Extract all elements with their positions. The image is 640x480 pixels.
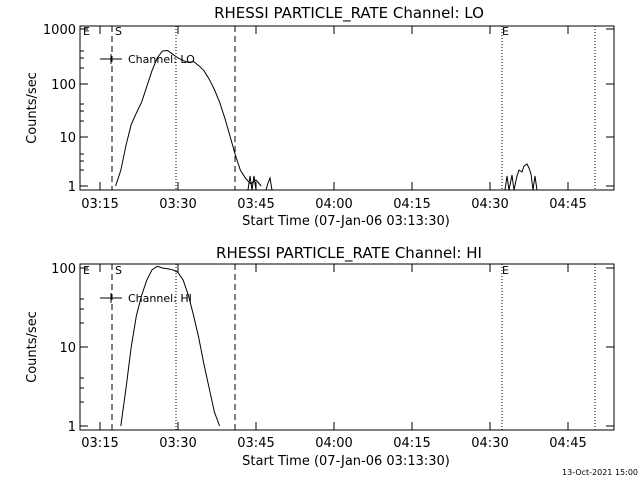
chart-hi-legend-label: Channel: HI	[128, 292, 192, 305]
chart-hi-xtick-label: 03:30	[159, 436, 196, 451]
chart-lo-ylabel: Counts/sec	[25, 72, 40, 144]
chart-hi-yticks	[80, 267, 614, 427]
chart-lo-ytick-labels: 1 10 100 1000	[43, 23, 76, 195]
chart-hi-xtick-label: 03:15	[81, 436, 118, 451]
chart-lo-xtick-label: 03:15	[81, 197, 118, 212]
chart-hi-xtick-label: 04:15	[393, 436, 430, 451]
chart-lo-ytick-label: 1	[68, 180, 76, 195]
chart-hi-marker-e-label: E	[83, 264, 90, 277]
chart-lo-xtick-label: 04:45	[549, 197, 586, 212]
chart-hi-xtick-label: 03:45	[237, 436, 274, 451]
chart-lo-xlabel: Start Time (07-Jan-06 03:13:30)	[242, 214, 450, 229]
chart-hi-xticks	[99, 264, 569, 430]
chart-hi-frame	[79, 263, 615, 431]
chart-lo-xticks	[99, 26, 569, 190]
chart-lo-xtick-labels: 03:15 03:30 03:45 04:00 04:15 04:30 04:4…	[81, 197, 586, 212]
chart-hi-xtick-label: 04:30	[471, 436, 508, 451]
chart-hi-xtick-label: 04:00	[315, 436, 352, 451]
chart-hi-ytick-label: 100	[51, 262, 76, 277]
chart-lo-xtick-label: 03:45	[237, 197, 274, 212]
chart-lo-series-line	[115, 49, 262, 187]
chart-lo-xtick-label: 04:15	[393, 197, 430, 212]
chart-lo-title: RHESSI PARTICLE_RATE Channel: LO	[214, 4, 484, 23]
chart-lo-marker-e-label: E	[83, 25, 90, 38]
chart-lo-marker-e-label: E	[502, 25, 509, 38]
chart-hi-ylabel: Counts/sec	[25, 311, 40, 383]
chart-lo-noise-line	[504, 163, 538, 191]
chart-lo-legend: Channel: LO	[100, 53, 195, 66]
chart-lo-ytick-label: 10	[59, 131, 76, 146]
chart-hi-ytick-labels: 1 10 100	[51, 262, 76, 435]
chart-hi-xtick-labels: 03:15 03:30 03:45 04:00 04:15 04:30 04:4…	[81, 436, 586, 451]
chart-lo-legend-label: Channel: LO	[128, 53, 195, 66]
chart-hi-xtick-label: 04:45	[549, 436, 586, 451]
chart-lo-yticks	[80, 28, 614, 187]
chart-lo-xtick-label: 04:00	[315, 197, 352, 212]
chart-hi-marker-e-label: E	[502, 264, 509, 277]
chart-lo-ytick-label: 100	[51, 78, 76, 93]
chart-lo: RHESSI PARTICLE_RATE Channel: LO 1	[25, 4, 615, 229]
chart-hi-marker-s-label: S	[115, 264, 122, 277]
chart-lo-xtick-label: 03:30	[159, 197, 196, 212]
chart-hi-series-line	[120, 265, 221, 427]
footer-timestamp: 13-Oct-2021 15:00	[562, 468, 638, 477]
chart-lo-noise-line	[247, 175, 273, 191]
chart-lo-ytick-label: 1000	[43, 23, 76, 38]
chart-lo-marker-s-label: S	[115, 25, 122, 38]
chart-hi-xlabel: Start Time (07-Jan-06 03:13:30)	[242, 454, 450, 469]
chart-hi-ytick-label: 10	[59, 341, 76, 356]
chart-hi-legend: Channel: HI	[100, 292, 192, 305]
chart-lo-frame	[79, 25, 615, 191]
chart-hi-ytick-label: 1	[68, 420, 76, 435]
chart-hi: RHESSI PARTICLE_RATE Channel: HI 1 10 10…	[25, 244, 615, 469]
chart-hi-title: RHESSI PARTICLE_RATE Channel: HI	[216, 244, 482, 263]
chart-lo-xtick-label: 04:30	[471, 197, 508, 212]
